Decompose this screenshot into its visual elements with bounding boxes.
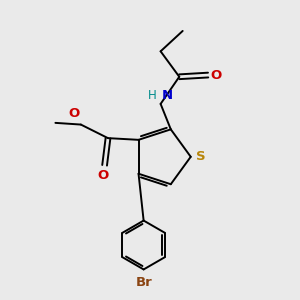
Text: Br: Br	[135, 275, 152, 289]
Text: O: O	[211, 69, 222, 82]
Text: S: S	[196, 150, 206, 163]
Text: O: O	[68, 107, 79, 121]
Text: H: H	[148, 89, 157, 102]
Text: N: N	[161, 89, 172, 102]
Text: O: O	[97, 169, 109, 182]
